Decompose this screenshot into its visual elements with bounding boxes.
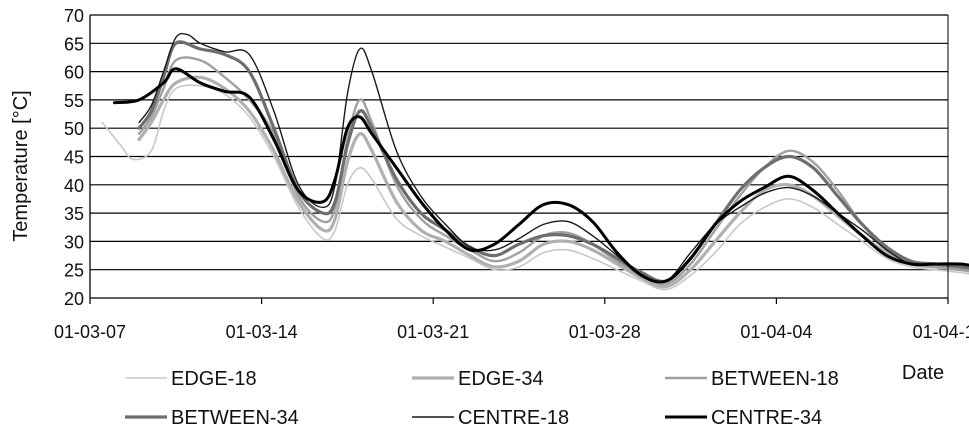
series-line-edge-34	[137, 75, 969, 289]
x-tick-label: 01-03-07	[54, 322, 126, 342]
y-tick-label: 55	[64, 91, 84, 111]
x-tick-label: 01-04-04	[740, 322, 812, 342]
x-tick-label: 01-03-28	[569, 322, 641, 342]
legend-label-edge-34: EDGE-34	[458, 368, 544, 390]
x-tick-label: 01-03-21	[397, 322, 469, 342]
series-lines	[101, 32, 969, 291]
legend-label-between-34: BETWEEN-34	[171, 407, 299, 429]
y-tick-label: 35	[64, 204, 84, 224]
legend-label-edge-18: EDGE-18	[171, 368, 257, 390]
y-tick-label: 70	[64, 6, 84, 26]
y-tick-label: 40	[64, 176, 84, 196]
legend: EDGE-18 EDGE-34 BETWEEN-18 BETWEEN-34 CENTRE…	[125, 368, 839, 429]
y-tick-label: 30	[64, 232, 84, 252]
legend-label-centre-34: CENTRE-34	[711, 407, 822, 429]
y-tick-label: 45	[64, 148, 84, 168]
x-tick-label: 01-04-11	[913, 322, 969, 342]
series-line-between-34	[137, 40, 969, 284]
y-tick-labels: 20 25 30 35 40 45 50 55 60 65 70	[64, 6, 84, 309]
x-tick-labels: 01-03-07 01-03-14 01-03-21 01-03-28 01-04-04…	[54, 322, 969, 342]
series-line-edge-18	[101, 84, 969, 291]
legend-label-between-18: BETWEEN-18	[711, 368, 839, 390]
y-tick-label: 20	[64, 289, 84, 309]
x-axis-label: Date	[902, 362, 944, 384]
y-axis-label: Temperature [°C]	[10, 90, 32, 241]
legend-label-centre-18: CENTRE-18	[458, 407, 569, 429]
y-tick-label: 25	[64, 261, 84, 281]
y-tick-label: 60	[64, 63, 84, 83]
series-line-centre-34	[113, 67, 969, 284]
x-tick-label: 01-03-14	[226, 322, 298, 342]
y-tick-label: 50	[64, 119, 84, 139]
series-line-centre-18	[138, 32, 969, 284]
axes	[89, 15, 949, 304]
y-tick-label: 65	[64, 34, 84, 54]
